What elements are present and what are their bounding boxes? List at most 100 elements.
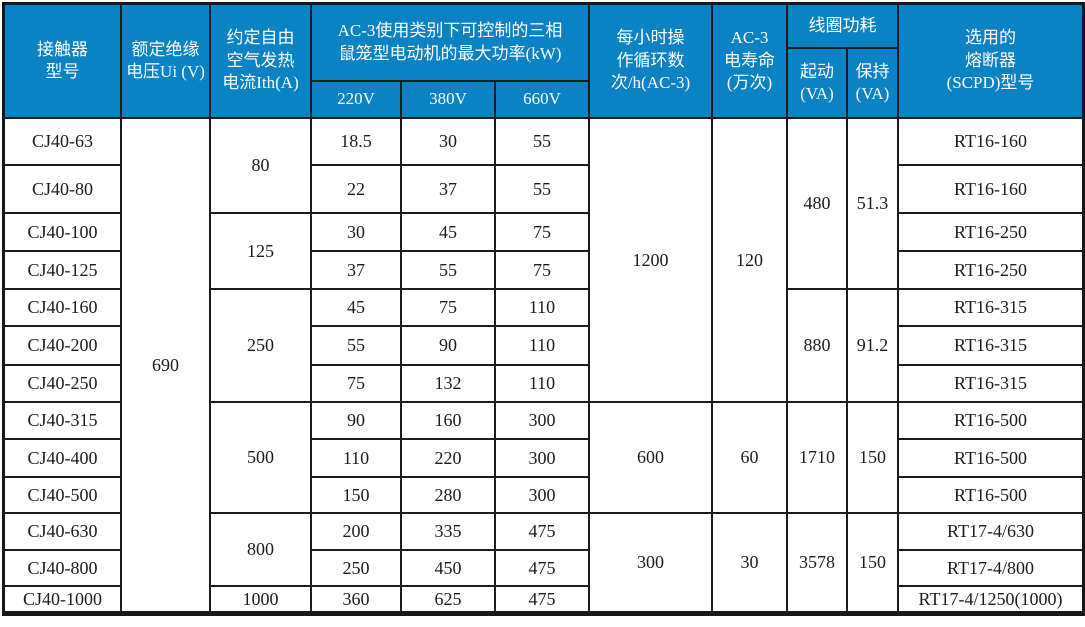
ops-per-hour-cell: 1200 (590, 119, 711, 401)
power-660-cell: 55 (496, 166, 588, 212)
contactor-spec-table: 接触器 型号 额定绝缘 电压Ui (V) 约定自由 空气发热 电流Ith(A) … (2, 2, 1085, 616)
power-380-cell: 450 (402, 551, 494, 585)
power-660-cell: 75 (496, 252, 588, 288)
header-fuse: 选用的 熔断器 (SCPD)型号 (899, 5, 1082, 117)
power-380-cell: 30 (402, 119, 494, 164)
model-cell: CJ40-160 (5, 290, 120, 325)
power-660-cell: 110 (496, 366, 588, 401)
power-380-cell: 55 (402, 252, 494, 288)
header-coil-power: 线圈功耗 (788, 5, 897, 47)
fuse-cell: RT16-250 (899, 214, 1082, 250)
power-660-cell: 475 (496, 587, 588, 611)
fuse-cell: RT17-4/800 (899, 551, 1082, 585)
fuse-cell: RT16-160 (899, 166, 1082, 212)
power-380-cell: 37 (402, 166, 494, 212)
coil-hold-cell: 91.2 (848, 290, 897, 401)
coil-start-cell: 880 (788, 290, 846, 401)
power-220-cell: 90 (312, 403, 400, 438)
model-cell: CJ40-400 (5, 440, 120, 476)
power-660-cell: 300 (496, 440, 588, 476)
power-220-cell: 55 (312, 327, 400, 364)
model-cell: CJ40-800 (5, 551, 120, 585)
header-coil-start: 起动 (VA) (788, 49, 846, 117)
thermal-current-cell: 125 (211, 214, 310, 288)
model-cell: CJ40-315 (5, 403, 120, 438)
header-max-power-group: AC-3使用类别下可控制的三相 鼠笼型电动机的最大功率(kW) (312, 5, 588, 80)
coil-start-cell: 480 (788, 119, 846, 288)
power-220-cell: 37 (312, 252, 400, 288)
thermal-current-cell: 80 (211, 119, 310, 212)
coil-hold-cell: 150 (848, 514, 897, 611)
model-cell: CJ40-100 (5, 214, 120, 250)
model-cell: CJ40-250 (5, 366, 120, 401)
power-380-cell: 220 (402, 440, 494, 476)
power-660-cell: 300 (496, 403, 588, 438)
power-220-cell: 22 (312, 166, 400, 212)
power-380-cell: 280 (402, 478, 494, 512)
rated-voltage-cell: 690 (122, 119, 209, 611)
power-220-cell: 45 (312, 290, 400, 325)
fuse-cell: RT17-4/1250(1000) (899, 587, 1082, 611)
fuse-cell: RT16-160 (899, 119, 1082, 164)
model-cell: CJ40-63 (5, 119, 120, 164)
fuse-cell: RT16-500 (899, 478, 1082, 512)
power-220-cell: 150 (312, 478, 400, 512)
power-220-cell: 360 (312, 587, 400, 611)
power-660-cell: 110 (496, 290, 588, 325)
fuse-cell: RT16-315 (899, 366, 1082, 401)
power-380-cell: 90 (402, 327, 494, 364)
model-cell: CJ40-125 (5, 252, 120, 288)
coil-start-cell: 3578 (788, 514, 846, 611)
power-380-cell: 625 (402, 587, 494, 611)
fuse-cell: RT16-500 (899, 403, 1082, 438)
power-380-cell: 75 (402, 290, 494, 325)
power-660-cell: 300 (496, 478, 588, 512)
electrical-life-cell: 60 (713, 403, 786, 512)
header-660v: 660V (496, 82, 588, 117)
thermal-current-cell: 250 (211, 290, 310, 401)
electrical-life-cell: 30 (713, 514, 786, 611)
header-ops-per-hour: 每小时操 作循环数 次/h(AC-3) (590, 5, 711, 117)
coil-hold-cell: 150 (848, 403, 897, 512)
thermal-current-cell: 800 (211, 514, 310, 585)
header-coil-hold: 保持 (VA) (848, 49, 897, 117)
power-660-cell: 110 (496, 327, 588, 364)
power-660-cell: 55 (496, 119, 588, 164)
power-660-cell: 475 (496, 514, 588, 549)
thermal-current-cell: 1000 (211, 587, 310, 611)
fuse-cell: RT16-315 (899, 327, 1082, 364)
header-220v: 220V (312, 82, 400, 117)
model-cell: CJ40-80 (5, 166, 120, 212)
header-380v: 380V (402, 82, 494, 117)
model-cell: CJ40-500 (5, 478, 120, 512)
coil-start-cell: 1710 (788, 403, 846, 512)
power-220-cell: 75 (312, 366, 400, 401)
power-220-cell: 250 (312, 551, 400, 585)
power-220-cell: 30 (312, 214, 400, 250)
fuse-cell: RT16-315 (899, 290, 1082, 325)
fuse-cell: RT17-4/630 (899, 514, 1082, 549)
thermal-current-cell: 500 (211, 403, 310, 512)
header-rated-voltage: 额定绝缘 电压Ui (V) (122, 5, 209, 117)
fuse-cell: RT16-500 (899, 440, 1082, 476)
power-220-cell: 200 (312, 514, 400, 549)
model-cell: CJ40-1000 (5, 587, 120, 611)
ops-per-hour-cell: 600 (590, 403, 711, 512)
electrical-life-cell: 120 (713, 119, 786, 401)
power-660-cell: 75 (496, 214, 588, 250)
header-electrical-life: AC-3 电寿命 (万次) (713, 5, 786, 117)
ops-per-hour-cell: 300 (590, 514, 711, 611)
header-model: 接触器 型号 (5, 5, 120, 117)
power-380-cell: 335 (402, 514, 494, 549)
power-220-cell: 18.5 (312, 119, 400, 164)
power-380-cell: 160 (402, 403, 494, 438)
power-660-cell: 475 (496, 551, 588, 585)
power-220-cell: 110 (312, 440, 400, 476)
model-cell: CJ40-200 (5, 327, 120, 364)
model-cell: CJ40-630 (5, 514, 120, 549)
fuse-cell: RT16-250 (899, 252, 1082, 288)
header-thermal-current: 约定自由 空气发热 电流Ith(A) (211, 5, 310, 117)
power-380-cell: 45 (402, 214, 494, 250)
coil-hold-cell: 51.3 (848, 119, 897, 288)
